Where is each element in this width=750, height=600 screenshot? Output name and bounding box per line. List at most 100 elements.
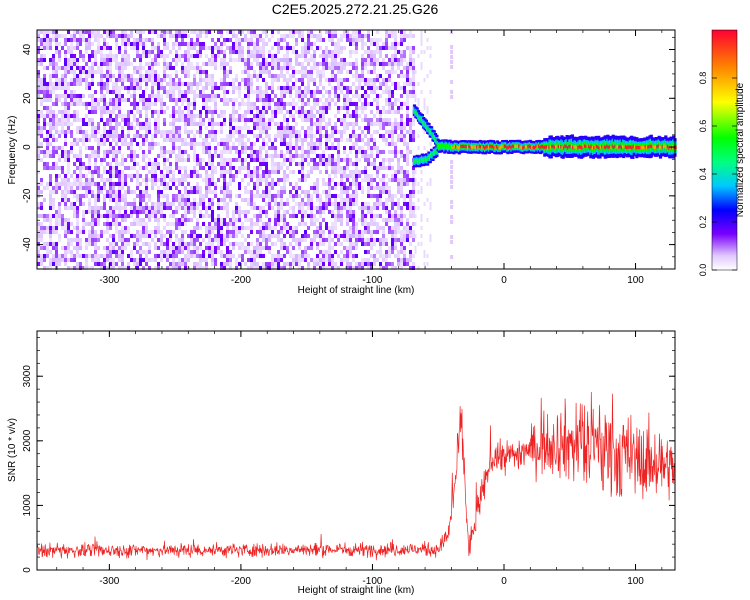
spectrogram-cell: [85, 114, 88, 118]
spectrogram-cell: [46, 142, 49, 146]
spectrogram-cell: [58, 122, 61, 126]
spectrogram-cell: [70, 174, 73, 178]
spectrogram-cell: [298, 202, 301, 206]
spectrogram-cell: [52, 230, 55, 234]
spectrogram-cell: [400, 218, 403, 222]
spectrogram-cell: [178, 206, 181, 210]
spectrogram-cell: [304, 158, 307, 162]
spectrogram-cell: [163, 130, 166, 134]
spectrogram-cell: [349, 34, 352, 38]
spectrogram-cell: [79, 230, 82, 234]
spectrogram-cell: [346, 178, 349, 182]
spectrogram-cell: [352, 142, 355, 146]
spectrogram-cell: [250, 62, 253, 66]
spectrogram-cell: [121, 138, 124, 142]
spectrogram-cell: [130, 82, 133, 86]
spectrogram-cell: [76, 130, 79, 134]
spectrogram-cell: [307, 50, 310, 54]
spectrogram-cell: [286, 58, 289, 62]
spectrogram-cell: [118, 90, 121, 94]
spectrogram-cell: [214, 122, 217, 126]
spectrogram-cell: [226, 162, 229, 166]
spectrogram-cell: [142, 50, 145, 54]
spectrogram-cell: [169, 74, 172, 78]
spectrogram-cell: [112, 262, 115, 266]
spectrogram-cell: [358, 206, 361, 210]
spectrogram-cell: [283, 218, 286, 222]
spectrogram-cell: [163, 182, 166, 186]
spectrogram-cell: [40, 234, 43, 238]
spectrogram-cell: [187, 74, 190, 78]
spectrogram-cell: [271, 242, 274, 246]
spectrogram-cell: [67, 258, 70, 262]
spectrogram-cell: [46, 186, 49, 190]
spectrogram-cell: [414, 222, 417, 226]
spectrogram-cell: [310, 74, 313, 78]
spectrogram-cell: [118, 150, 121, 154]
spectrogram-cell: [385, 122, 388, 126]
spectrogram-cell: [283, 130, 286, 134]
spectrogram-cell: [142, 150, 145, 154]
spectrogram-cell: [202, 158, 205, 162]
spectrogram-cell: [43, 82, 46, 86]
spectrogram-cell: [262, 54, 265, 58]
spectrogram-cell: [148, 214, 151, 218]
spectrogram-cell: [187, 206, 190, 210]
spectrogram-cell: [250, 30, 253, 34]
spectrogram-cell: [205, 102, 208, 106]
spectrogram-cell: [349, 70, 352, 74]
spectrogram-cell: [49, 106, 52, 110]
spectrogram-cell: [37, 230, 40, 234]
spectrogram-cell: [43, 90, 46, 94]
spectrogram-cell: [67, 162, 70, 166]
spectrogram-cell: [193, 242, 196, 246]
spectrogram-cell: [76, 234, 79, 238]
spectrogram-cell: [277, 30, 280, 34]
spectrogram-cell: [250, 202, 253, 206]
spectrogram-cell: [391, 202, 394, 206]
spectrogram-cell: [163, 86, 166, 90]
spectrogram-cell: [154, 230, 157, 234]
spectrogram-cell: [343, 114, 346, 118]
spectrogram-cell: [370, 262, 373, 266]
spectrogram-cell: [241, 254, 244, 258]
spectrogram-cell: [205, 46, 208, 50]
spectrogram-cell: [160, 50, 163, 54]
spectrogram-cell: [298, 86, 301, 90]
spectrogram-cell: [223, 238, 226, 242]
spectrogram-cell: [409, 266, 412, 270]
spectrogram-cell: [247, 202, 250, 206]
spectrogram-cell: [298, 258, 301, 262]
spectrogram-cell: [163, 54, 166, 58]
spectrogram-cell: [217, 242, 220, 246]
spectrogram-cell: [253, 114, 256, 118]
spectrogram-cell: [112, 174, 115, 178]
spectrogram-cell: [112, 186, 115, 190]
spectrogram-cell: [400, 166, 403, 170]
spectrogram-cell: [169, 62, 172, 66]
spectrogram-cell: [49, 258, 52, 262]
spectrogram-cell: [73, 190, 76, 194]
spectrogram-cell: [172, 230, 175, 234]
spectrogram-cell: [238, 30, 241, 34]
spectrogram-cell: [280, 134, 283, 138]
spectrogram-cell: [412, 70, 415, 74]
spectrogram-cell: [397, 42, 400, 46]
spectrogram-cell: [202, 250, 205, 254]
spectrogram-cell: [298, 138, 301, 142]
spectrogram-cell: [52, 114, 55, 118]
spectrogram-cell: [223, 142, 226, 146]
spectrogram-cell: [370, 182, 373, 186]
spectrogram-cell: [328, 38, 331, 42]
spectrogram-cell: [76, 218, 79, 222]
spectrogram-cell: [385, 198, 388, 202]
spectrogram-cell: [142, 154, 145, 158]
spectrogram-cell: [391, 134, 394, 138]
spectrogram-cell: [67, 70, 70, 74]
spectrogram-cell: [319, 234, 322, 238]
spectrogram-cell: [412, 118, 415, 122]
spectrogram-cell: [76, 266, 79, 270]
spectrogram-cell: [244, 78, 247, 82]
spectrogram-cell: [346, 30, 349, 34]
spectrogram-cell: [259, 50, 262, 54]
